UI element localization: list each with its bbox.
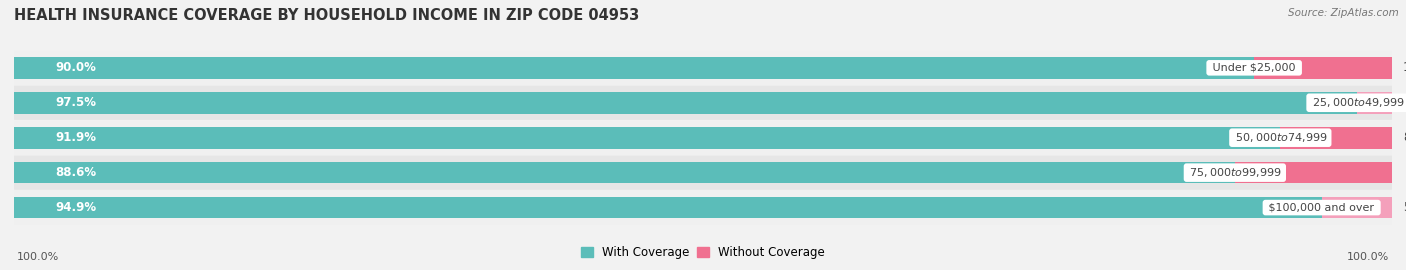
Bar (1358, 92, 1393, 114)
Text: $75,000 to $99,999: $75,000 to $99,999 (1187, 166, 1284, 179)
Bar (14, 162, 1234, 184)
Text: 100.0%: 100.0% (17, 252, 59, 262)
Text: 8.1%: 8.1% (1403, 131, 1406, 144)
FancyBboxPatch shape (14, 190, 1392, 225)
Bar (14, 197, 1322, 218)
Text: 88.6%: 88.6% (55, 166, 97, 179)
Text: 2.6%: 2.6% (1405, 96, 1406, 109)
Text: $25,000 to $49,999: $25,000 to $49,999 (1309, 96, 1406, 109)
Text: Under $25,000: Under $25,000 (1209, 63, 1299, 73)
Text: 91.9%: 91.9% (55, 131, 97, 144)
Bar (1281, 127, 1392, 148)
Bar (14, 57, 1254, 79)
Text: 97.5%: 97.5% (55, 96, 97, 109)
Text: 100.0%: 100.0% (1347, 252, 1389, 262)
Bar (1234, 162, 1393, 184)
Text: 90.0%: 90.0% (55, 61, 96, 74)
FancyBboxPatch shape (14, 86, 1392, 120)
FancyBboxPatch shape (14, 51, 1392, 85)
Text: 94.9%: 94.9% (55, 201, 97, 214)
Bar (1322, 197, 1392, 218)
Bar (14, 127, 1281, 148)
Legend: With Coverage, Without Coverage: With Coverage, Without Coverage (576, 242, 830, 264)
FancyBboxPatch shape (14, 121, 1392, 155)
Text: $100,000 and over: $100,000 and over (1265, 202, 1378, 212)
Text: 11.5%: 11.5% (1405, 166, 1406, 179)
Text: $50,000 to $74,999: $50,000 to $74,999 (1232, 131, 1329, 144)
FancyBboxPatch shape (14, 156, 1392, 190)
Bar (14, 92, 1358, 114)
Text: Source: ZipAtlas.com: Source: ZipAtlas.com (1288, 8, 1399, 18)
Text: 5.1%: 5.1% (1403, 201, 1406, 214)
Text: 10.0%: 10.0% (1403, 61, 1406, 74)
Text: HEALTH INSURANCE COVERAGE BY HOUSEHOLD INCOME IN ZIP CODE 04953: HEALTH INSURANCE COVERAGE BY HOUSEHOLD I… (14, 8, 640, 23)
Bar (1254, 57, 1392, 79)
